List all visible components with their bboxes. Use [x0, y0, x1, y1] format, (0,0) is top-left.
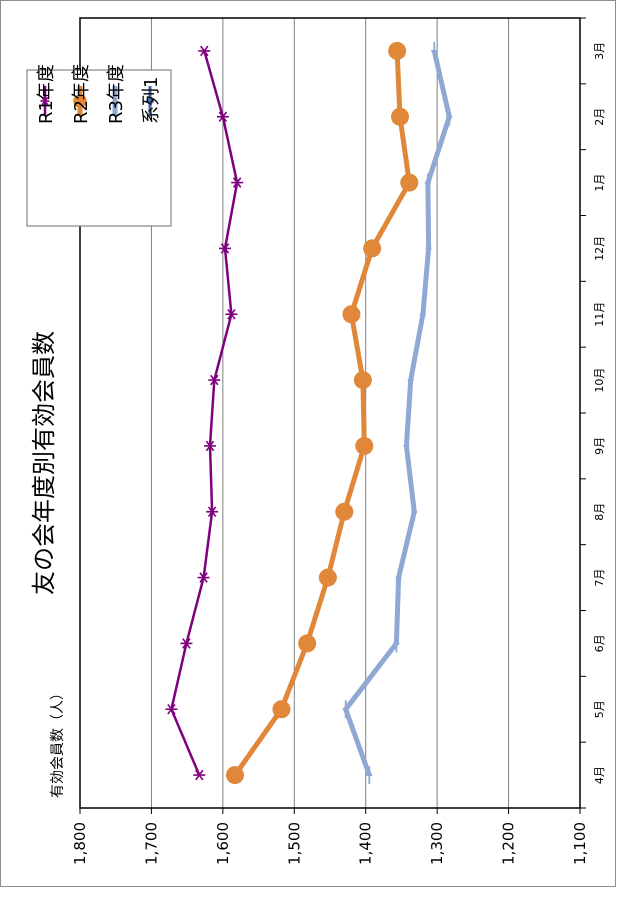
x-tick-label: 11月: [593, 302, 606, 327]
x-tick-label: 3月: [593, 42, 606, 60]
data-point: [272, 700, 291, 719]
series-R1年度: [165, 45, 244, 781]
axis-ticks: [79, 17, 586, 814]
data-point: [73, 94, 87, 108]
data-point: [226, 766, 244, 785]
x-tick-label: 9月: [593, 437, 606, 455]
data-point: [112, 94, 118, 108]
data-point: [216, 111, 229, 123]
series-line: [343, 50, 452, 776]
data-point: [395, 568, 402, 587]
data-point: [431, 41, 438, 60]
data-point: [193, 769, 206, 781]
data-point: [446, 107, 453, 126]
data-point: [225, 308, 238, 320]
data-point: [206, 506, 219, 518]
series-R2年度: [226, 41, 419, 785]
data-point: [363, 239, 382, 258]
data-point: [165, 703, 178, 715]
data-point: [366, 766, 373, 785]
x-tick-label: 10月: [593, 368, 606, 393]
data-point: [411, 502, 418, 521]
x-tick-label: 8月: [593, 503, 606, 521]
y-tick-label: 1,600: [214, 822, 232, 865]
data-point: [145, 96, 155, 106]
data-point: [407, 371, 414, 390]
data-point: [231, 177, 244, 188]
legend-item: 系列1: [141, 77, 162, 124]
data-point: [424, 173, 431, 192]
data-point: [342, 700, 349, 719]
data-point: [391, 107, 409, 126]
data-point: [298, 634, 317, 653]
y-tick-label: 1,400: [357, 822, 375, 865]
data-point: [388, 41, 407, 60]
data-point: [40, 96, 50, 106]
data-point: [353, 371, 372, 390]
data-point: [208, 374, 221, 386]
legend-item: R1年度: [36, 64, 57, 124]
y-tick-label: 1,300: [428, 822, 446, 865]
x-tick-label: 7月: [593, 569, 606, 587]
data-point: [198, 45, 211, 57]
legend-label: R2年度: [71, 64, 92, 124]
x-tick-label: 5月: [593, 700, 606, 718]
data-point: [335, 502, 354, 521]
data-point: [425, 239, 432, 258]
y-tick-label: 1,200: [500, 822, 518, 865]
y-tick-label: 1,700: [142, 822, 160, 865]
x-tick-label: 4月: [593, 766, 606, 784]
series-line: [232, 50, 412, 777]
data-point: [403, 436, 410, 455]
data-point: [400, 173, 419, 192]
data-point: [318, 568, 337, 587]
x-tick-label: 12月: [593, 236, 606, 261]
data-point: [219, 243, 231, 254]
series-line: [170, 50, 239, 776]
series-group: [165, 41, 453, 785]
x-tick-label: 1月: [593, 174, 606, 192]
series-R3年度: [342, 41, 453, 785]
legend-item: R3年度: [106, 64, 127, 124]
data-point: [342, 305, 361, 324]
legend-label: R3年度: [106, 64, 127, 124]
tick-labels: 1,800 1,700 1,600 1,500 1,400 1,300 1,200 1,100…: [71, 42, 606, 865]
data-point: [180, 638, 193, 649]
legend-label: 系列1: [141, 77, 162, 124]
data-point: [419, 305, 426, 324]
data-point: [204, 440, 216, 452]
y-tick-label: 1,500: [285, 822, 303, 865]
legend: R1年度 R2年度 R3年度 系列1: [26, 64, 172, 227]
legend-box: [26, 69, 172, 227]
x-tick-label: 2月: [593, 108, 606, 126]
y-tick-label: 1,100: [571, 822, 589, 865]
y-axis-label: 有効会員数（人）: [50, 686, 66, 798]
legend-label: R1年度: [36, 64, 57, 124]
chart-title: 友の会年度別有効会員数: [30, 331, 58, 595]
x-tick-label: 6月: [593, 634, 606, 652]
data-point: [355, 436, 374, 455]
data-point: [393, 634, 400, 653]
data-point: [197, 572, 210, 583]
legend-item: R2年度: [71, 64, 92, 124]
y-tick-label: 1,800: [71, 822, 89, 865]
